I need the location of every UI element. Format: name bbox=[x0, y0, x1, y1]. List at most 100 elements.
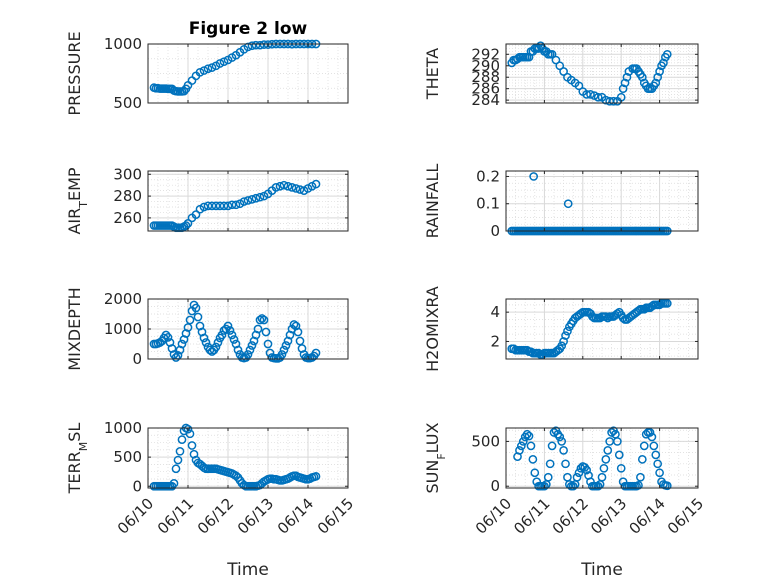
data-point bbox=[277, 350, 287, 359]
data-point bbox=[185, 315, 195, 325]
y-tick-label: 0 bbox=[132, 350, 142, 368]
y-tick-label: 2 bbox=[490, 332, 500, 350]
y-axis-label: TERRMSL bbox=[65, 423, 90, 495]
x-tick-label: 06/11 bbox=[510, 494, 553, 537]
data-point bbox=[637, 454, 647, 464]
data-point bbox=[173, 455, 183, 465]
data-point bbox=[293, 327, 303, 337]
data-point bbox=[203, 201, 213, 211]
y-tick-label: 0.1 bbox=[476, 195, 500, 213]
data-point bbox=[311, 348, 321, 358]
data-point bbox=[659, 58, 668, 68]
data-point bbox=[255, 315, 265, 325]
x-tick-label: 06/12 bbox=[194, 494, 237, 537]
data-point bbox=[311, 179, 321, 189]
data-point bbox=[653, 459, 663, 469]
data-point bbox=[213, 338, 223, 347]
y-tick-label: 286 bbox=[471, 80, 500, 98]
data-point bbox=[229, 335, 239, 344]
data-point bbox=[203, 64, 213, 74]
data-point bbox=[191, 210, 201, 219]
data-point bbox=[231, 200, 241, 210]
data-point bbox=[655, 67, 664, 76]
x-axis-label: Time bbox=[226, 560, 269, 580]
data-point bbox=[517, 441, 526, 451]
data-point bbox=[171, 464, 181, 474]
data-point bbox=[574, 468, 584, 478]
data-point bbox=[187, 441, 197, 450]
data-point bbox=[199, 333, 209, 343]
subplot-pressure: 500 1000 PRESSURE Figure 2 low bbox=[65, 19, 349, 116]
data-point bbox=[289, 320, 299, 329]
data-point bbox=[561, 459, 570, 469]
data-point bbox=[601, 454, 611, 464]
subplot-mixdepth: 0 1000 2000 MIXDEPTH bbox=[65, 287, 349, 371]
data-point bbox=[636, 472, 645, 482]
data-point bbox=[616, 463, 626, 473]
data-point bbox=[561, 331, 570, 340]
data-point bbox=[279, 345, 289, 355]
data-point bbox=[255, 192, 265, 202]
data-point bbox=[253, 324, 263, 334]
data-point bbox=[195, 67, 205, 77]
data-point bbox=[593, 481, 603, 491]
data-point bbox=[199, 202, 209, 212]
x-tick-label: 06/13 bbox=[587, 494, 630, 537]
subplot-h2omixra: 2 4 H2OMIXRA bbox=[423, 286, 699, 372]
data-point bbox=[261, 327, 271, 337]
data-point bbox=[243, 196, 253, 205]
axes-box bbox=[505, 427, 699, 489]
y-tick-label: 1000 bbox=[104, 320, 142, 338]
data-point bbox=[618, 84, 628, 94]
data-point bbox=[563, 326, 572, 336]
x-tick-label: 06/10 bbox=[472, 494, 515, 537]
data-point bbox=[645, 428, 655, 437]
data-point bbox=[559, 67, 568, 76]
x-axis-label: Time bbox=[580, 560, 623, 580]
y-tick-label: 0 bbox=[490, 477, 500, 495]
data-point bbox=[291, 184, 301, 193]
data-point bbox=[227, 200, 237, 210]
data-point bbox=[613, 309, 622, 318]
data-point bbox=[547, 441, 557, 451]
y-tick-label: 0 bbox=[132, 477, 142, 495]
data-point bbox=[185, 429, 195, 439]
data-point bbox=[557, 437, 567, 446]
data-point bbox=[545, 459, 555, 469]
axes-box bbox=[147, 170, 349, 232]
data-point bbox=[599, 463, 609, 473]
subplot-rainfall: 0 0.1 0.2 RAINFALL bbox=[423, 164, 699, 240]
x-tick-label: 06/11 bbox=[154, 494, 197, 537]
y-tick-label: 1000 bbox=[104, 419, 142, 437]
data-point bbox=[582, 465, 591, 475]
data-point bbox=[655, 468, 664, 478]
y-axis-label: MIXDEPTH bbox=[65, 287, 84, 370]
data-point bbox=[563, 472, 572, 482]
y-axis-label: AIRTEMP bbox=[65, 167, 90, 234]
data-point bbox=[217, 330, 227, 340]
data-point bbox=[191, 303, 201, 313]
data-point bbox=[540, 481, 549, 491]
axes-box bbox=[147, 427, 349, 489]
data-point bbox=[177, 339, 187, 349]
data-point bbox=[281, 341, 291, 350]
data-point bbox=[634, 480, 643, 490]
data-point bbox=[183, 219, 193, 228]
data-point bbox=[555, 432, 565, 442]
data-point bbox=[572, 472, 582, 482]
data-point bbox=[263, 339, 273, 349]
data-point bbox=[543, 472, 553, 482]
data-point bbox=[614, 450, 624, 460]
y-tick-label: 280 bbox=[113, 187, 142, 205]
data-point bbox=[524, 431, 534, 441]
x-tick-label: 06/12 bbox=[549, 494, 592, 537]
data-point bbox=[193, 312, 203, 322]
data-point bbox=[622, 72, 632, 82]
data-point bbox=[169, 478, 179, 488]
data-point bbox=[263, 40, 273, 49]
data-point bbox=[211, 201, 221, 211]
data-point bbox=[161, 330, 171, 340]
data-point bbox=[662, 299, 672, 308]
